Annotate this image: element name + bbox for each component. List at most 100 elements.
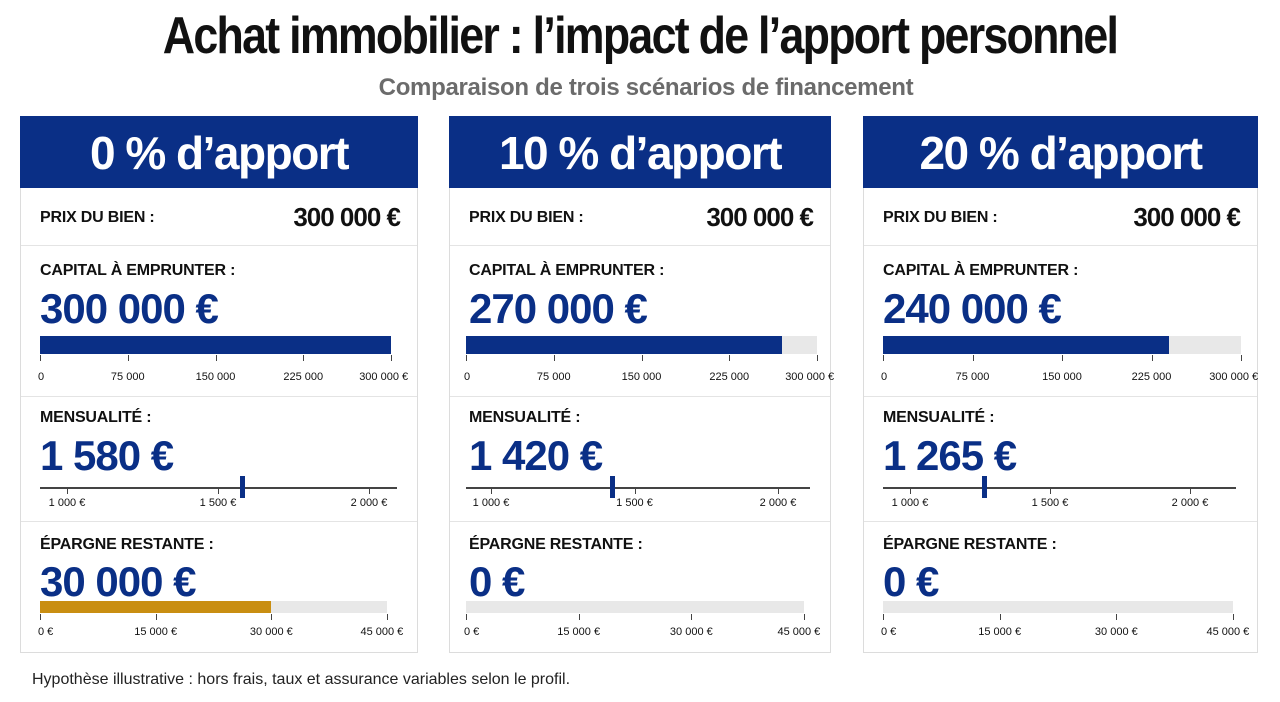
- savings-tick: [999, 614, 1001, 620]
- savings-tick: [387, 614, 388, 620]
- savings-tick: [804, 614, 805, 620]
- divider: [21, 396, 417, 397]
- savings-label: ÉPARGNE RESTANTE :: [883, 536, 1057, 553]
- capital-tick: [391, 355, 392, 361]
- capital-label: CAPITAL À EMPRUNTER :: [469, 262, 665, 279]
- capital-tick-label: 75 000: [536, 371, 571, 383]
- savings-tick-label: 45 000 €: [360, 626, 404, 638]
- monthly-tick-label: 1 000 €: [48, 497, 86, 509]
- capital-tick: [883, 355, 884, 361]
- price-label: PRIX DU BIEN :: [40, 209, 155, 226]
- capital-tick: [729, 355, 731, 361]
- capital-tick: [1062, 355, 1063, 361]
- capital-value: 300 000 €: [40, 285, 219, 332]
- capital-bar: [883, 336, 1170, 354]
- savings-tick-label: 30 000 €: [249, 626, 293, 638]
- capital-tick-label: 225 000: [1131, 371, 1172, 383]
- scenario-card: 20 % d’apport PRIX DU BIEN : 300 000 € CAPI…: [863, 116, 1258, 653]
- savings-tick: [691, 614, 693, 620]
- price-value: 300 000 €: [293, 202, 401, 232]
- monthly-label: MENSUALITÉ :: [40, 409, 152, 426]
- monthly-marker: [609, 476, 615, 498]
- capital-tick: [972, 355, 974, 361]
- capital-tick: [553, 355, 555, 361]
- scenario-title: 0 % d’apport: [20, 116, 418, 188]
- savings-tick-label: 0 €: [38, 626, 54, 638]
- capital-bar: [466, 336, 782, 354]
- capital-tick-label: 300 000 €: [1209, 371, 1259, 383]
- monthly-value: 1 420 €: [469, 432, 603, 479]
- monthly-tick: [1190, 487, 1191, 494]
- page-subtitle: Comparaison de trois scénarios de financ…: [378, 74, 914, 101]
- monthly-tick-label: 1 500 €: [199, 497, 237, 509]
- monthly-tick-label: 2 000 €: [350, 497, 388, 509]
- capital-tick: [641, 355, 643, 361]
- savings-tick: [155, 614, 157, 620]
- divider: [21, 521, 417, 522]
- capital-tick: [1241, 355, 1242, 361]
- capital-label: CAPITAL À EMPRUNTER :: [883, 262, 1079, 279]
- savings-tick: [883, 614, 884, 620]
- savings-tick-label: 0 €: [464, 626, 480, 638]
- capital-tick: [817, 355, 818, 361]
- savings-tick-label: 45 000 €: [777, 626, 821, 638]
- divider: [450, 396, 830, 397]
- capital-tick-label: 150 000: [1042, 371, 1082, 383]
- capital-tick-label: 0: [464, 371, 471, 383]
- monthly-tick: [910, 487, 911, 494]
- capital-tick: [466, 355, 467, 361]
- capital-label: CAPITAL À EMPRUNTER :: [40, 262, 236, 279]
- capital-tick-label: 225 000: [709, 371, 750, 383]
- divider: [21, 245, 417, 246]
- capital-tick: [127, 355, 129, 361]
- scenario-title: 20 % d’apport: [863, 116, 1258, 188]
- capital-tick: [40, 355, 41, 361]
- divider: [864, 396, 1257, 397]
- monthly-tick: [634, 487, 636, 494]
- savings-bar: [40, 601, 272, 613]
- scenario-card: 10 % d’apport PRIX DU BIEN : 300 000 € CAPI…: [449, 116, 834, 653]
- capital-tick: [1151, 355, 1153, 361]
- monthly-tick: [369, 487, 370, 494]
- capital-bar-track: [40, 336, 391, 354]
- savings-tick: [40, 614, 41, 620]
- savings-bar-track: [883, 601, 1233, 613]
- capital-tick-label: 75 000: [110, 371, 145, 383]
- savings-tick-label: 15 000 €: [557, 626, 601, 638]
- monthly-tick-label: 1 000 €: [472, 497, 510, 509]
- savings-tick-label: 15 000 €: [134, 626, 178, 638]
- monthly-value: 1 580 €: [40, 432, 174, 479]
- monthly-value: 1 265 €: [883, 432, 1017, 479]
- monthly-tick-label: 2 000 €: [1171, 497, 1209, 509]
- price-label: PRIX DU BIEN :: [883, 209, 998, 226]
- monthly-axis: [883, 487, 1236, 489]
- capital-tick-label: 0: [881, 371, 888, 383]
- savings-tick: [578, 614, 580, 620]
- savings-tick-label: 0 €: [881, 626, 897, 638]
- savings-tick: [466, 614, 467, 620]
- savings-tick-label: 15 000 €: [978, 626, 1022, 638]
- monthly-tick-label: 1 500 €: [616, 497, 653, 509]
- capital-value: 270 000 €: [469, 285, 648, 332]
- capital-tick: [303, 355, 305, 361]
- page-title: Achat immobilier : l’impact de l’apport …: [162, 7, 1119, 65]
- monthly-marker: [240, 476, 246, 498]
- savings-value: 0 €: [883, 558, 939, 605]
- monthly-tick: [218, 487, 219, 494]
- scenario-card: 0 % d’apport PRIX DU BIEN : 300 000 € CAPIT…: [20, 116, 418, 653]
- monthly-tick: [491, 487, 492, 494]
- savings-tick-label: 45 000 €: [1206, 626, 1250, 638]
- savings-label: ÉPARGNE RESTANTE :: [469, 536, 643, 553]
- capital-tick-label: 225 000: [283, 371, 324, 383]
- monthly-marker: [982, 476, 988, 498]
- capital-tick-label: 150 000: [621, 371, 662, 383]
- price-value: 300 000 €: [706, 202, 814, 232]
- savings-tick-label: 30 000 €: [669, 626, 713, 638]
- savings-tick: [271, 614, 273, 620]
- capital-value: 240 000 €: [883, 285, 1062, 332]
- capital-tick-label: 150 000: [195, 371, 236, 383]
- savings-tick-label: 30 000 €: [1094, 626, 1138, 638]
- scenario-title: 10 % d’apport: [449, 116, 831, 188]
- monthly-tick: [778, 487, 779, 494]
- footnote: Hypothèse illustrative : hors frais, tau…: [32, 671, 571, 688]
